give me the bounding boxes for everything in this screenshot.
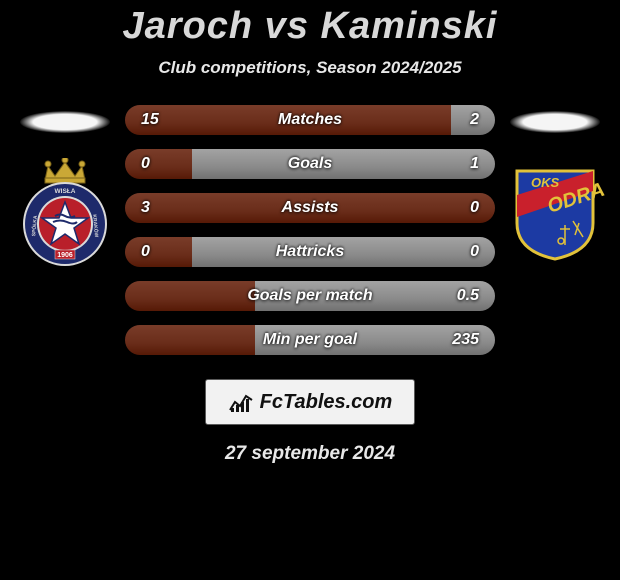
crest-top-text: OKS xyxy=(531,175,560,190)
stat-left-value: 3 xyxy=(141,199,171,217)
left-player-column: WISŁA SPÓŁKA KRAKÓW 1906 xyxy=(5,103,125,268)
stat-label: Matches xyxy=(171,111,449,129)
branding-badge: FcTables.com xyxy=(205,379,415,425)
date-text: 27 september 2024 xyxy=(0,443,620,465)
crest-text-top: WISŁA xyxy=(55,188,76,195)
wisla-crest-icon: WISŁA SPÓŁKA KRAKÓW 1906 xyxy=(15,158,115,268)
stat-left-value: 0 xyxy=(141,243,171,261)
stat-right-value: 2 xyxy=(449,111,479,129)
stat-label: Hattricks xyxy=(171,243,449,261)
odra-crest-icon: OKS ODRA xyxy=(505,163,605,263)
stat-row: 0Hattricks0 xyxy=(125,237,495,267)
left-club-crest: WISŁA SPÓŁKA KRAKÓW 1906 xyxy=(15,158,115,268)
stat-row: 3Assists0 xyxy=(125,193,495,223)
placeholder-shadow-left xyxy=(20,111,110,133)
branding-text: FcTables.com xyxy=(260,391,393,414)
page-title: Jaroch vs Kaminski xyxy=(0,5,620,48)
stat-right-value: 0.5 xyxy=(449,287,479,305)
fctables-logo-icon xyxy=(228,390,254,414)
stat-right-value: 235 xyxy=(449,331,479,349)
stat-right-value: 0 xyxy=(449,243,479,261)
stat-label: Min per goal xyxy=(171,331,449,349)
right-player-column: OKS ODRA xyxy=(495,103,615,268)
crest-year: 1906 xyxy=(57,252,73,259)
comparison-layout: WISŁA SPÓŁKA KRAKÓW 1906 15Matches20Goal… xyxy=(0,103,620,355)
stat-right-value: 0 xyxy=(449,199,479,217)
stat-row: 0Goals1 xyxy=(125,149,495,179)
right-club-crest: OKS ODRA xyxy=(505,158,605,268)
crown-icon xyxy=(45,158,85,183)
stat-label: Goals xyxy=(171,155,449,173)
subtitle: Club competitions, Season 2024/2025 xyxy=(0,58,620,78)
stat-label: Assists xyxy=(171,199,449,217)
stat-row: Goals per match0.5 xyxy=(125,281,495,311)
stat-left-value: 15 xyxy=(141,111,171,129)
stat-row: 15Matches2 xyxy=(125,105,495,135)
stat-left-value: 0 xyxy=(141,155,171,173)
stat-label: Goals per match xyxy=(171,287,449,305)
stat-right-value: 1 xyxy=(449,155,479,173)
stat-row: Min per goal235 xyxy=(125,325,495,355)
comparison-infographic: Jaroch vs Kaminski Club competitions, Se… xyxy=(0,0,620,465)
stat-bars: 15Matches20Goals13Assists00Hattricks0Goa… xyxy=(125,103,495,355)
placeholder-shadow-right xyxy=(510,111,600,133)
